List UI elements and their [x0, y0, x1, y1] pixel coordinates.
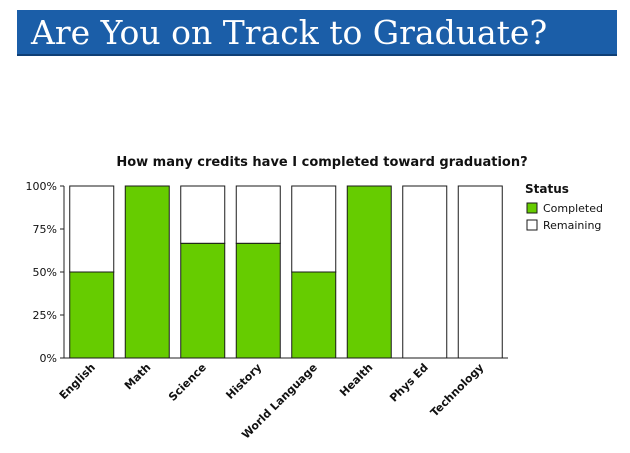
bar-completed-math: [124, 185, 170, 359]
x-tick-label: Health: [337, 361, 375, 399]
x-tick-label: Math: [122, 361, 153, 392]
legend-title: Status: [525, 182, 569, 196]
bar-completed-science: [180, 242, 226, 359]
bar-remaining-technology: [457, 185, 503, 359]
legend-swatch-completed: [526, 202, 538, 214]
legend-swatch-remaining: [526, 219, 538, 231]
bar-remaining-science: [180, 185, 226, 244]
legend: Status Completed Remaining: [525, 182, 603, 232]
y-tick-label: 50%: [33, 266, 57, 279]
legend-label-remaining: Remaining: [543, 219, 601, 232]
y-tick-label: 25%: [33, 309, 57, 322]
x-tick-label: English: [57, 361, 98, 402]
y-tick-label: 100%: [26, 180, 57, 193]
bar-completed-health: [346, 185, 392, 359]
x-tick-label: Science: [166, 361, 209, 404]
bar-completed-history: [235, 242, 281, 359]
bar-completed-english: [69, 271, 115, 359]
bar-remaining-english: [69, 185, 115, 273]
bar-completed-world-language: [291, 271, 337, 359]
chart-title: How many credits have I completed toward…: [116, 155, 527, 170]
y-tick-label: 75%: [33, 223, 57, 236]
x-tick-label: Technology: [428, 361, 486, 419]
bar-remaining-history: [235, 185, 281, 244]
page-title: Are You on Track to Graduate?: [31, 13, 548, 52]
x-tick-label: Phys Ed: [387, 361, 431, 405]
legend-label-completed: Completed: [543, 202, 603, 215]
bar-remaining-world-language: [291, 185, 337, 273]
x-tick-label: History: [223, 361, 264, 402]
y-tick-label: 0%: [40, 352, 57, 365]
title-banner: Are You on Track to Graduate?: [17, 10, 617, 56]
bar-remaining-phys-ed: [402, 185, 448, 359]
bars: [69, 185, 503, 359]
y-axis: 0% 25% 50% 75% 100%: [26, 180, 508, 365]
